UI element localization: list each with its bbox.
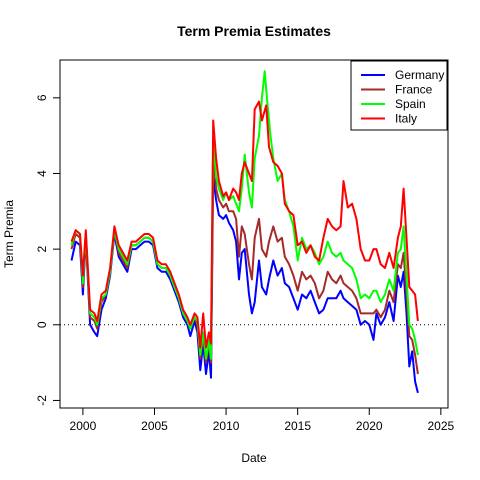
y-tick-label: 2 (35, 245, 49, 252)
y-tick-label: 6 (35, 94, 49, 101)
series-line-italy (70, 100, 419, 349)
legend-box (350, 60, 448, 131)
legend-label-germany: Germany (395, 68, 444, 82)
x-tick-label: 2025 (427, 419, 454, 433)
x-tick-label: 2015 (284, 419, 311, 433)
y-tick-label: 0 (35, 321, 49, 328)
y-axis-label: Term Premia (2, 200, 16, 268)
x-axis: 2000 2005 2010 2015 2020 2025 (70, 407, 455, 433)
x-tick-label: 2005 (141, 419, 168, 433)
series-layer (70, 70, 419, 394)
x-tick-label: 2000 (70, 419, 97, 433)
legend-label-france: France (395, 83, 433, 97)
legend-label-spain: Spain (395, 97, 426, 111)
x-tick-label: 2020 (356, 419, 383, 433)
y-axis: -2 0 2 4 6 (35, 94, 61, 406)
legend-label-italy: Italy (395, 112, 417, 126)
y-tick-label: 4 (35, 170, 49, 177)
x-axis-label: Date (241, 451, 267, 465)
y-tick-label: -2 (35, 395, 49, 406)
chart-title: Term Premia Estimates (177, 23, 331, 39)
x-tick-label: 2010 (213, 419, 240, 433)
series-line-germany (70, 176, 419, 394)
